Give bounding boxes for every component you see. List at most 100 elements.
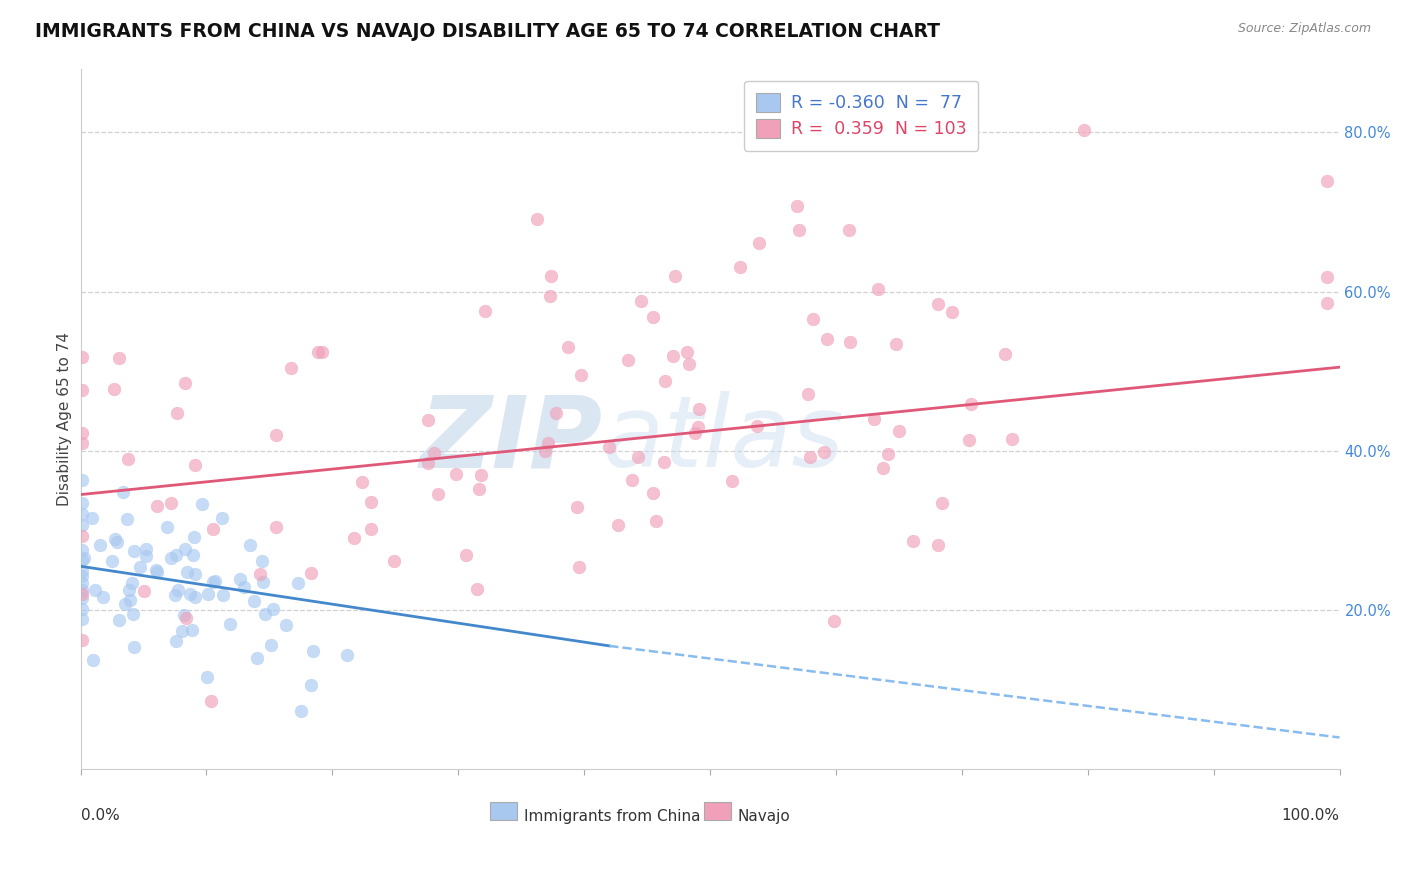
Point: [654, 374, 676, 388]
Point: [652, 455, 675, 469]
Point: [254, 607, 277, 621]
Point: [70, 564, 93, 578]
Point: [470, 467, 492, 482]
Point: [211, 511, 233, 525]
Text: atlas: atlas: [603, 392, 845, 489]
Point: [533, 444, 555, 458]
Point: [84, 582, 107, 597]
Point: [159, 551, 181, 566]
Point: [122, 543, 145, 558]
Point: [121, 575, 143, 590]
Point: [112, 485, 135, 500]
Point: [823, 615, 845, 629]
Point: [134, 583, 156, 598]
Point: [181, 548, 204, 562]
Point: [135, 549, 157, 563]
Point: [179, 587, 201, 601]
Point: [135, 541, 157, 556]
Point: [307, 345, 329, 359]
Point: [643, 485, 665, 500]
Point: [1073, 123, 1095, 137]
Point: [197, 587, 219, 601]
Point: [382, 554, 405, 568]
Point: [104, 532, 127, 546]
Point: [165, 548, 187, 562]
Point: [70, 583, 93, 598]
Point: [204, 574, 226, 589]
FancyBboxPatch shape: [489, 802, 517, 820]
Point: [70, 518, 93, 533]
Point: [468, 483, 491, 497]
Point: [70, 508, 93, 522]
Point: [181, 623, 204, 637]
Point: [446, 467, 468, 481]
Point: [678, 357, 700, 371]
Point: [228, 572, 250, 586]
Text: 100.0%: 100.0%: [1281, 808, 1340, 823]
Point: [82, 653, 104, 667]
Point: [536, 436, 558, 450]
Point: [688, 402, 710, 417]
Point: [799, 450, 821, 464]
Point: [260, 638, 283, 652]
Point: [299, 677, 322, 691]
Point: [931, 496, 953, 510]
Text: ZIP: ZIP: [420, 392, 603, 489]
Point: [815, 333, 838, 347]
Point: [287, 576, 309, 591]
Point: [184, 566, 207, 581]
Point: [643, 310, 665, 325]
Point: [146, 499, 169, 513]
Point: [568, 559, 591, 574]
Point: [903, 533, 925, 548]
Point: [813, 445, 835, 459]
Text: 0.0%: 0.0%: [80, 808, 120, 823]
Point: [202, 574, 225, 589]
Point: [835, 104, 858, 119]
Point: [243, 594, 266, 608]
Point: [569, 368, 592, 382]
Point: [183, 530, 205, 544]
Point: [1316, 174, 1339, 188]
Point: [167, 583, 190, 598]
Point: [249, 566, 271, 581]
Point: [82, 511, 104, 525]
Point: [789, 222, 811, 236]
Point: [688, 420, 710, 434]
Point: [748, 235, 770, 250]
Point: [70, 587, 93, 601]
Text: IMMIGRANTS FROM CHINA VS NAVAJO DISABILITY AGE 65 TO 74 CORRELATION CHART: IMMIGRANTS FROM CHINA VS NAVAJO DISABILI…: [35, 22, 941, 41]
Point: [170, 624, 193, 638]
Point: [70, 612, 93, 626]
Point: [426, 486, 449, 500]
Point: [118, 583, 141, 598]
Point: [266, 520, 288, 534]
Point: [262, 602, 284, 616]
Point: [598, 440, 620, 454]
Point: [838, 334, 860, 349]
Point: [721, 475, 744, 489]
Point: [117, 452, 139, 467]
Point: [184, 458, 207, 472]
Point: [121, 607, 143, 622]
Point: [280, 360, 302, 375]
Point: [250, 554, 273, 568]
Point: [70, 435, 93, 450]
Point: [887, 425, 910, 439]
Point: [1316, 295, 1339, 310]
Point: [360, 522, 382, 536]
Point: [617, 352, 640, 367]
Point: [145, 563, 167, 577]
Point: [108, 351, 131, 365]
Point: [146, 565, 169, 579]
Point: [1316, 270, 1339, 285]
Point: [454, 549, 477, 563]
Point: [70, 473, 93, 487]
Point: [70, 602, 93, 616]
Point: [70, 543, 93, 558]
Point: [630, 293, 652, 308]
Point: [418, 413, 440, 427]
Point: [70, 383, 93, 397]
Point: [863, 412, 886, 426]
Point: [730, 260, 752, 275]
